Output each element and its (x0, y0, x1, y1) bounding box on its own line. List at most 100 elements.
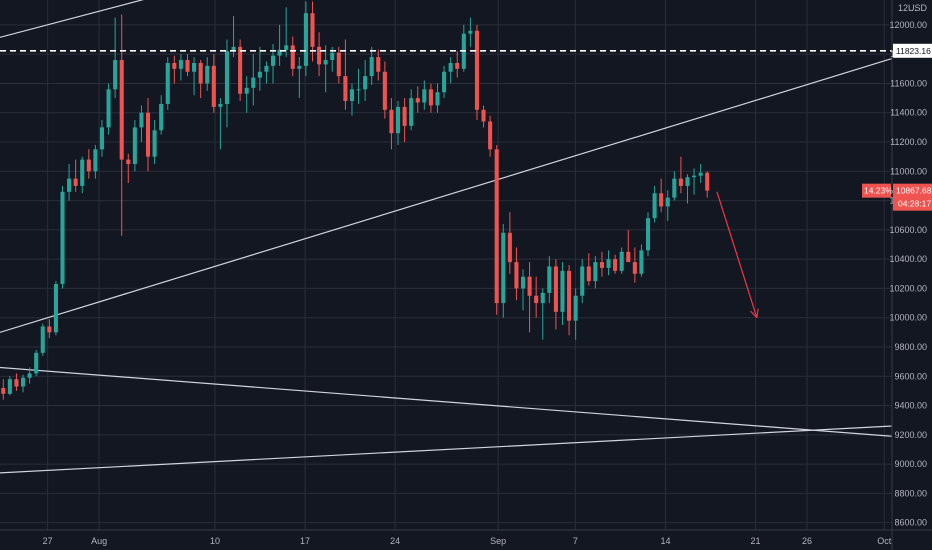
candle-body (159, 103, 164, 131)
candle-body (113, 60, 118, 90)
candle-body (626, 251, 631, 263)
candle-body (86, 159, 91, 172)
candle-body (192, 62, 197, 72)
candle-body (330, 52, 335, 61)
candle-body (422, 89, 427, 103)
candle-body (520, 276, 526, 289)
trendline (0, 366, 893, 437)
candle-body (244, 87, 249, 94)
candle-body (639, 250, 644, 274)
candle-body (231, 46, 236, 52)
candle-body (409, 98, 414, 126)
time-scale[interactable] (0, 530, 932, 550)
candle-body (382, 71, 387, 110)
candle-body (152, 130, 157, 157)
candle-body (705, 172, 710, 191)
y-tick-label: 11600.00 (890, 78, 927, 88)
y-tick-label: 10200.00 (889, 283, 927, 293)
arrow-shaft (716, 191, 758, 318)
candle-body (567, 270, 572, 321)
candle-body (692, 175, 697, 178)
candle-body (80, 159, 85, 186)
candle-body (448, 62, 453, 72)
x-tick-label: Sep (490, 536, 506, 546)
y-tick-label: 9400.00 (894, 401, 927, 411)
candle-body (264, 65, 269, 72)
y-tick-label: 10000.00 (889, 313, 927, 323)
candle-body (560, 270, 565, 312)
candle-body (132, 127, 137, 164)
candle-body (481, 109, 486, 122)
candle-body (336, 52, 341, 77)
candle-body (93, 149, 98, 172)
price-badges: 11823.16 14.23% 10867.68 04:28:17 (862, 43, 932, 211)
x-tick-label: Aug (91, 536, 107, 546)
candle-body (251, 77, 256, 88)
countdown-text: 04:28:17 (898, 199, 931, 209)
y-tick-label: 12000.00 (889, 20, 927, 30)
candle-body (514, 262, 519, 289)
candle-body (501, 232, 506, 304)
candle-body (678, 178, 683, 186)
x-tick-label: Oct (877, 536, 892, 546)
candle-body (435, 92, 440, 106)
candle-layer (1, 1, 710, 400)
candle-body (573, 295, 578, 321)
candle-body (389, 109, 394, 134)
candle-body (672, 178, 677, 198)
candle-body (356, 89, 361, 91)
y-tick-label: 10400.00 (889, 254, 927, 264)
candle-body (323, 60, 328, 65)
candle-body (27, 373, 32, 378)
y-tick-label: 9600.00 (894, 371, 927, 381)
candle-body (1, 387, 6, 394)
trendline-layer (0, 0, 893, 474)
candle-body (99, 127, 105, 150)
candle-body (310, 13, 315, 47)
y-tick-label: 9800.00 (894, 342, 927, 352)
candle-body (613, 259, 618, 271)
candle-body (205, 65, 210, 84)
price-badge (893, 183, 932, 211)
candle-body (488, 121, 493, 150)
candle-body (40, 326, 45, 353)
arrow-layer (716, 191, 759, 319)
candle-body (126, 159, 131, 164)
candle-body (606, 259, 611, 268)
candle-body (172, 62, 177, 69)
candle-body (317, 46, 322, 65)
candle-body (527, 276, 532, 296)
candle-body (619, 251, 624, 271)
candle-body (363, 76, 368, 90)
candle-body (402, 106, 407, 126)
trendline (0, 425, 893, 474)
candle-body (73, 178, 78, 186)
candle-body (290, 45, 295, 69)
candle-body (53, 284, 58, 333)
x-tick-label: 24 (390, 536, 400, 546)
candle-body (218, 103, 223, 107)
candle-body (659, 193, 664, 207)
candle-body (224, 51, 230, 104)
currency-label: USD (908, 3, 928, 13)
candle-body (553, 266, 558, 312)
arrow-head (750, 310, 758, 319)
candle-body (20, 377, 26, 387)
candle-body (277, 49, 282, 56)
price-scale[interactable] (892, 0, 932, 530)
y-tick-label: 11000.00 (890, 166, 927, 176)
candle-body (119, 60, 124, 160)
candle-body (47, 326, 52, 333)
candle-body (494, 149, 499, 304)
candle-body (698, 172, 703, 176)
candle-body (369, 57, 374, 77)
candle-body (257, 71, 262, 78)
candle-body (415, 98, 420, 103)
y-tick-label: 9000.00 (894, 459, 927, 469)
candle-body (540, 292, 545, 304)
candle-body (349, 89, 355, 102)
candle-body (284, 45, 289, 50)
candle-body (645, 218, 651, 251)
y-tick-label: 8600.00 (894, 518, 927, 528)
